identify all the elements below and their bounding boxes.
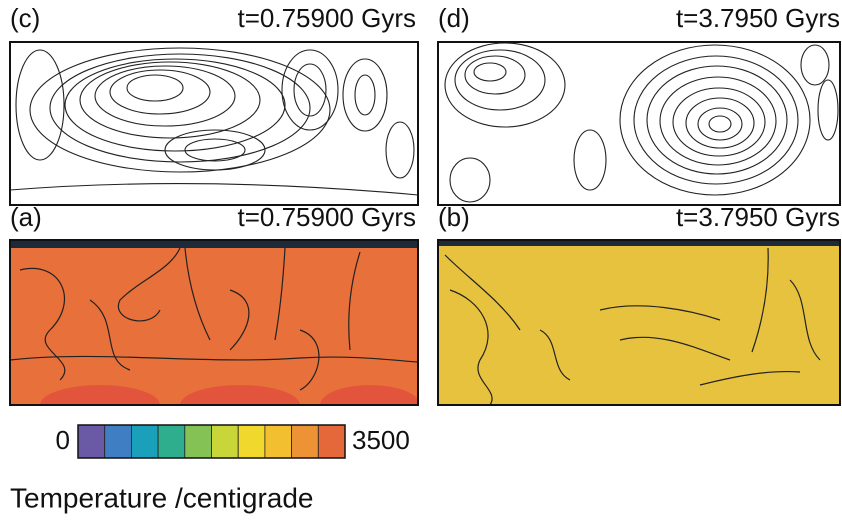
panel-frame (9, 41, 419, 206)
panel-time: t=0.75900 Gyrs (238, 202, 417, 232)
panel-frame (437, 41, 841, 206)
colorbar (77, 424, 346, 459)
panel-time: t=3.7950 Gyrs (676, 3, 840, 33)
colorbar-segment (184, 424, 212, 459)
panel-label: (a) (10, 202, 42, 232)
colorbar-segment (130, 424, 159, 459)
colorbar-segment (211, 424, 239, 459)
panel-label: (d) (438, 3, 470, 33)
colorbar-min: 0 (56, 425, 70, 455)
contour-plot (444, 42, 839, 203)
colorbar-segment (157, 424, 186, 459)
colorbar-segment (237, 424, 266, 459)
colorbar-segment (317, 424, 346, 459)
caption: Temperature /centigrade (10, 482, 314, 513)
temperature-field (10, 240, 418, 405)
temperature-field (438, 240, 840, 405)
panel-time: t=0.75900 Gyrs (238, 3, 417, 33)
panel-label: (c) (10, 3, 40, 33)
colorbar-frame (77, 424, 346, 459)
panel-label: (b) (438, 202, 470, 232)
panel-time: t=3.7950 Gyrs (676, 202, 840, 232)
colorbar-segment (104, 424, 132, 459)
contour-plot (10, 47, 418, 196)
panel-frame (9, 239, 419, 406)
colorbar-segment (291, 424, 319, 459)
colorbar-segment (264, 424, 292, 459)
panel-frame (437, 239, 841, 406)
colorbar-segment (77, 424, 106, 459)
colorbar-max: 3500 (352, 425, 410, 455)
